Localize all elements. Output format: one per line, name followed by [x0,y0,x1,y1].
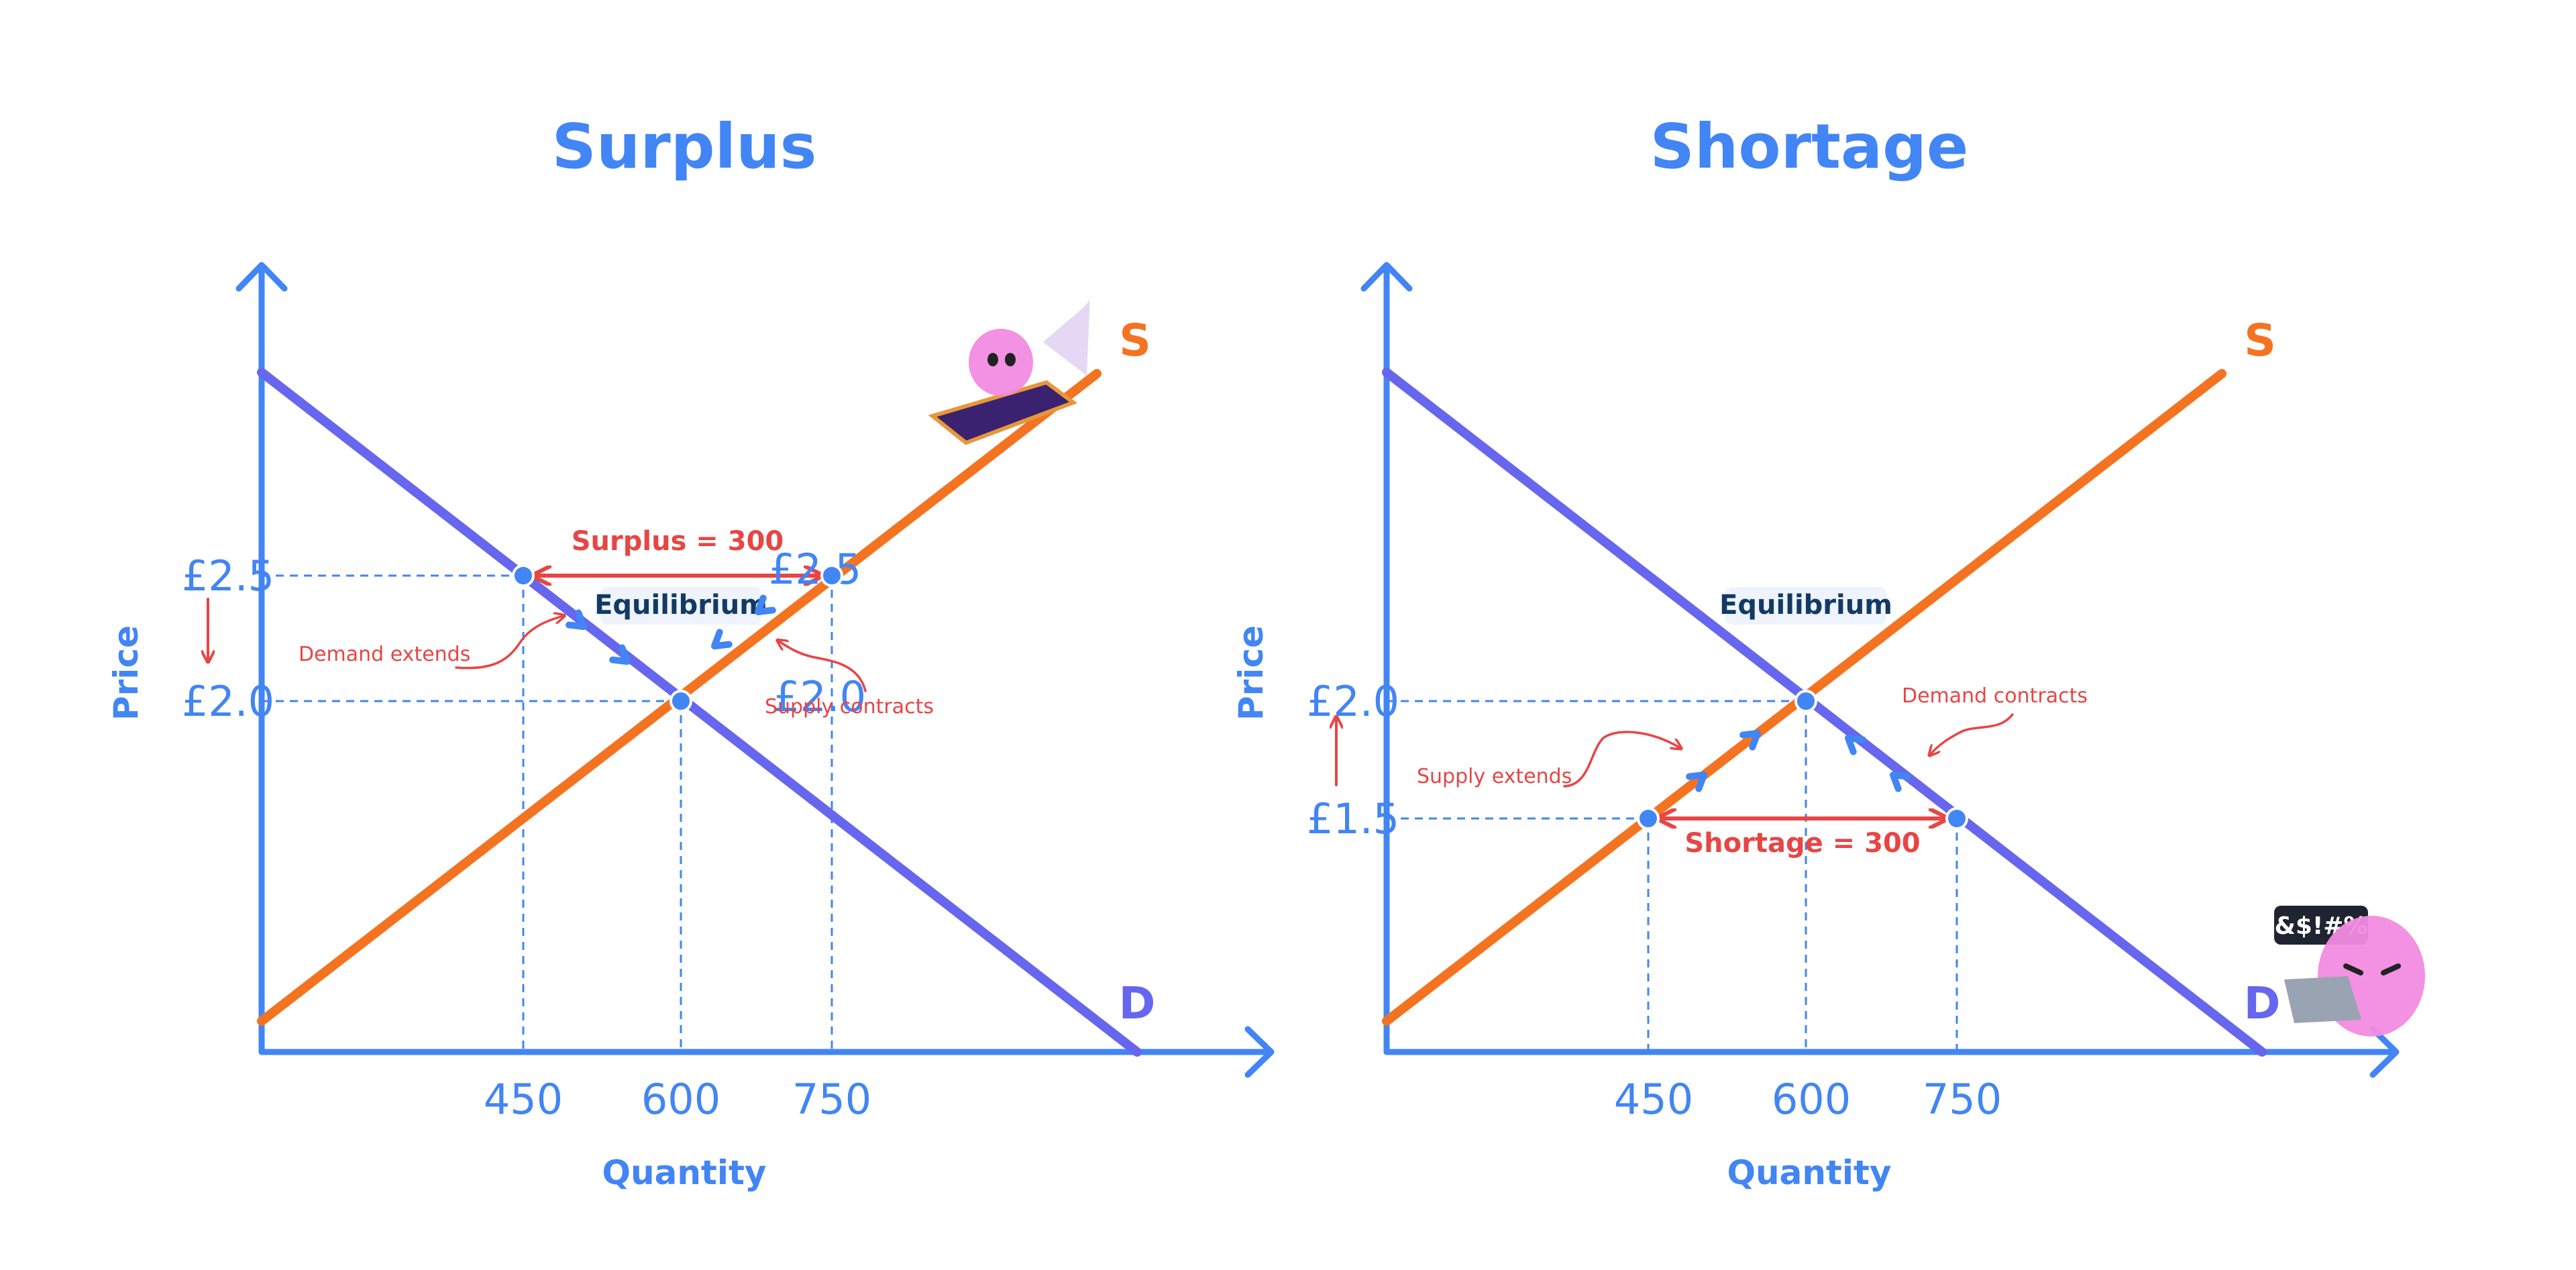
x-axis-title: Quantity [602,1153,767,1192]
annotation-note: Supply contracts [765,695,934,719]
demand-curve-label: D [2244,977,2281,1029]
x-axis [1383,1026,2400,1078]
demand-curve-label: D [1119,977,1156,1029]
laptop-illustration [2284,976,2361,1023]
flying-blob-mascot-eye-left [987,353,998,366]
annotation-arrow [455,616,564,670]
in-plot-price-label: £2.5 [769,545,861,594]
supply-movement-chevron [711,629,733,649]
x-tick-label: 750 [792,1075,871,1124]
equilibrium-label: Equilibrium [1719,590,1892,621]
y-axis-title: Price [107,625,146,721]
x-tick-label: 600 [1772,1075,1851,1124]
equilibrium-label: Equilibrium [594,590,767,621]
chart-title: Surplus [552,111,817,182]
equilibrium-point [669,690,692,712]
supply-movement-chevron [1739,730,1761,751]
sparkle-trail-illustration [1043,295,1091,376]
supply-movement-chevron [1686,772,1707,792]
flying-blob-mascot-eye-right [1005,353,1016,366]
chart-title: Shortage [1650,111,1969,182]
x-axis-title: Quantity [1727,1153,1892,1192]
surplus-chart: Surplus S D 450 600 750 Quantity Price £2.5 £2.0 E… [107,111,1275,1192]
price-tick-label: £2.5 [182,551,274,600]
demand-movement-chevron [609,644,631,665]
supply-movement-chevron [755,594,776,615]
annotation-arrow [778,641,867,692]
shortage-chart: Shortage S D 450 600 750 Quantity Price £2.0 £1.5… [1232,111,2425,1192]
equilibrium-label-bg [600,587,761,625]
annotation-arrow [1930,713,2014,755]
gap-label: Surplus = 300 [572,526,784,557]
flying-blob-mascot [969,329,1033,396]
price-tick-label: £2.0 [1307,677,1399,726]
annotation-note: Demand extends [299,643,470,666]
demand-movement-chevron [1845,735,1866,755]
x-tick-label: 600 [641,1075,720,1124]
annotation-note: Supply extends [1417,765,1572,788]
gap-label: Shortage = 300 [1684,828,1920,859]
price-tick-label: £1.5 [1307,794,1399,843]
x-tick-label: 450 [484,1075,563,1124]
angry-brows [2343,963,2401,975]
equilibrium-point [1794,690,1817,712]
demand-curve [257,368,1142,1057]
supply-curve-label: S [1119,315,1151,366]
demand-movement-chevron [1890,772,1911,792]
demand-movement-chevron [566,609,587,630]
demand-curve [1382,368,2267,1057]
y-axis-title: Price [1232,625,1271,721]
annotation-arrow [1563,731,1680,788]
gap-end-point [820,564,843,587]
gap-start-point [512,564,535,587]
x-axis [258,1026,1275,1078]
y-axis [1360,262,1413,1055]
price-tick-label: £2.0 [182,677,274,726]
x-tick-label: 750 [1923,1075,2002,1124]
equilibrium-label-bg [1725,587,1886,625]
in-plot-price-label: £2.0 [773,672,866,721]
annotation-note: Demand contracts [1902,684,2088,708]
gap-end-point [1945,807,1968,830]
x-tick-label: 450 [1614,1075,1693,1124]
y-axis [235,262,288,1055]
gap-start-point [1637,807,1660,830]
supply-curve-label: S [2244,315,2276,366]
